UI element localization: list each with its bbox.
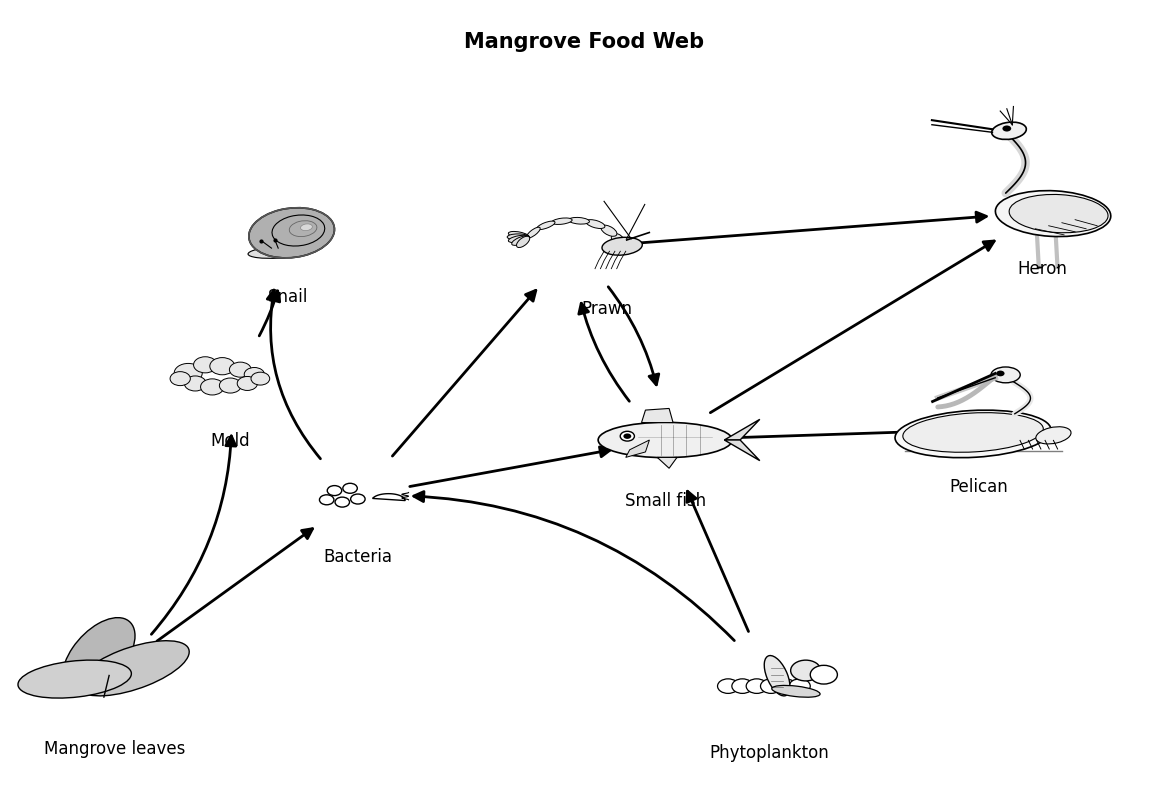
Ellipse shape [611, 234, 625, 246]
Ellipse shape [249, 208, 334, 258]
FancyArrowPatch shape [410, 447, 610, 486]
Polygon shape [373, 494, 405, 501]
Ellipse shape [551, 218, 572, 225]
FancyArrowPatch shape [687, 491, 749, 632]
Circle shape [624, 433, 631, 439]
Circle shape [343, 483, 357, 493]
FancyArrowPatch shape [718, 427, 923, 438]
Text: Prawn: Prawn [582, 300, 633, 318]
Ellipse shape [598, 423, 732, 457]
Circle shape [791, 660, 821, 681]
Circle shape [244, 368, 264, 381]
Text: Small fish: Small fish [625, 492, 705, 510]
Ellipse shape [895, 410, 1051, 457]
Circle shape [210, 358, 235, 375]
Text: Heron: Heron [1017, 260, 1068, 278]
Ellipse shape [18, 660, 131, 698]
Ellipse shape [508, 231, 529, 239]
Ellipse shape [772, 685, 820, 697]
Ellipse shape [537, 221, 555, 229]
Polygon shape [724, 440, 760, 461]
FancyArrowPatch shape [392, 290, 536, 456]
Polygon shape [658, 457, 677, 469]
Circle shape [174, 364, 202, 383]
Text: Mangrove leaves: Mangrove leaves [43, 740, 185, 758]
Circle shape [237, 377, 257, 390]
Ellipse shape [569, 217, 590, 224]
Circle shape [229, 362, 251, 377]
Text: Pelican: Pelican [948, 478, 1008, 495]
Circle shape [1002, 125, 1011, 132]
Ellipse shape [512, 236, 529, 246]
Circle shape [811, 665, 837, 684]
Ellipse shape [992, 122, 1027, 140]
Ellipse shape [248, 246, 308, 259]
Circle shape [620, 431, 634, 441]
Text: Mangrove Food Web: Mangrove Food Web [464, 32, 704, 53]
Ellipse shape [995, 191, 1111, 237]
FancyArrowPatch shape [267, 290, 320, 459]
Circle shape [996, 371, 1004, 377]
Ellipse shape [77, 641, 189, 696]
Circle shape [320, 494, 334, 505]
Ellipse shape [516, 236, 530, 247]
FancyArrowPatch shape [259, 291, 279, 336]
Text: Mold: Mold [210, 432, 250, 450]
Ellipse shape [602, 238, 642, 255]
Circle shape [335, 497, 349, 507]
Circle shape [760, 679, 781, 693]
Circle shape [185, 376, 206, 391]
Circle shape [746, 679, 767, 693]
FancyArrowPatch shape [158, 528, 313, 641]
Circle shape [790, 679, 811, 693]
Circle shape [732, 679, 753, 693]
Circle shape [717, 679, 738, 693]
Circle shape [251, 372, 270, 385]
Ellipse shape [586, 220, 605, 229]
Polygon shape [724, 419, 760, 440]
Text: Phytoplankton: Phytoplankton [710, 744, 829, 762]
Circle shape [774, 679, 795, 693]
Polygon shape [626, 440, 649, 457]
Ellipse shape [764, 655, 790, 696]
Text: Bacteria: Bacteria [324, 548, 392, 566]
Ellipse shape [903, 413, 1043, 452]
FancyArrowPatch shape [152, 436, 236, 634]
Circle shape [350, 494, 366, 504]
Circle shape [220, 378, 242, 393]
Ellipse shape [600, 225, 617, 236]
FancyArrowPatch shape [413, 491, 735, 641]
FancyArrowPatch shape [579, 303, 630, 402]
Ellipse shape [1036, 427, 1071, 444]
FancyArrowPatch shape [609, 287, 659, 385]
Circle shape [171, 372, 190, 385]
Ellipse shape [527, 227, 541, 238]
Ellipse shape [1009, 195, 1108, 233]
FancyArrowPatch shape [625, 213, 986, 244]
FancyArrowPatch shape [710, 241, 994, 413]
Circle shape [194, 357, 217, 372]
Ellipse shape [300, 224, 312, 230]
Ellipse shape [507, 234, 529, 240]
Ellipse shape [62, 617, 135, 695]
Circle shape [201, 379, 224, 395]
Polygon shape [641, 409, 673, 423]
Ellipse shape [508, 235, 529, 242]
Ellipse shape [990, 367, 1020, 383]
Text: Snail: Snail [269, 288, 308, 306]
Circle shape [327, 486, 342, 495]
